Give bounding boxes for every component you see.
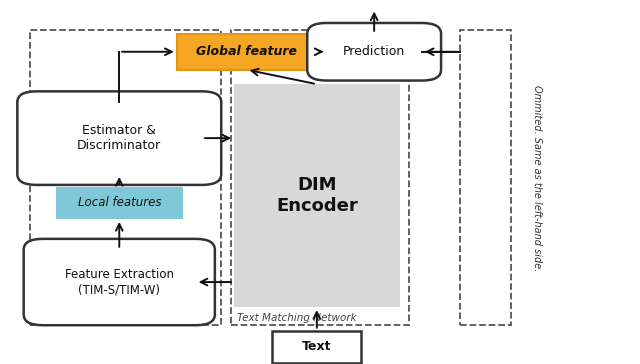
Text: Ommited. Same as the left-hand side.: Ommited. Same as the left-hand side. xyxy=(532,84,541,271)
Bar xyxy=(234,84,399,307)
Text: Text: Text xyxy=(302,340,332,353)
FancyBboxPatch shape xyxy=(17,91,221,185)
Text: Local features: Local features xyxy=(77,197,161,209)
Text: Deep InfoMax Network: Deep InfoMax Network xyxy=(36,313,155,324)
Bar xyxy=(272,331,362,363)
Bar xyxy=(177,34,317,70)
Text: DIM
Encoder: DIM Encoder xyxy=(276,176,358,215)
Bar xyxy=(56,187,183,219)
Text: Feature Extraction
(TIM-S/TIM-W): Feature Extraction (TIM-S/TIM-W) xyxy=(65,268,174,296)
Bar xyxy=(231,30,409,325)
Text: Text Matching Network: Text Matching Network xyxy=(237,313,356,324)
Text: Estimator &
Discriminator: Estimator & Discriminator xyxy=(77,124,161,152)
Text: Prediction: Prediction xyxy=(343,45,405,58)
Bar xyxy=(460,30,511,325)
FancyBboxPatch shape xyxy=(24,239,215,325)
Bar xyxy=(30,30,221,325)
FancyBboxPatch shape xyxy=(307,23,441,80)
Text: Global feature: Global feature xyxy=(196,45,297,58)
